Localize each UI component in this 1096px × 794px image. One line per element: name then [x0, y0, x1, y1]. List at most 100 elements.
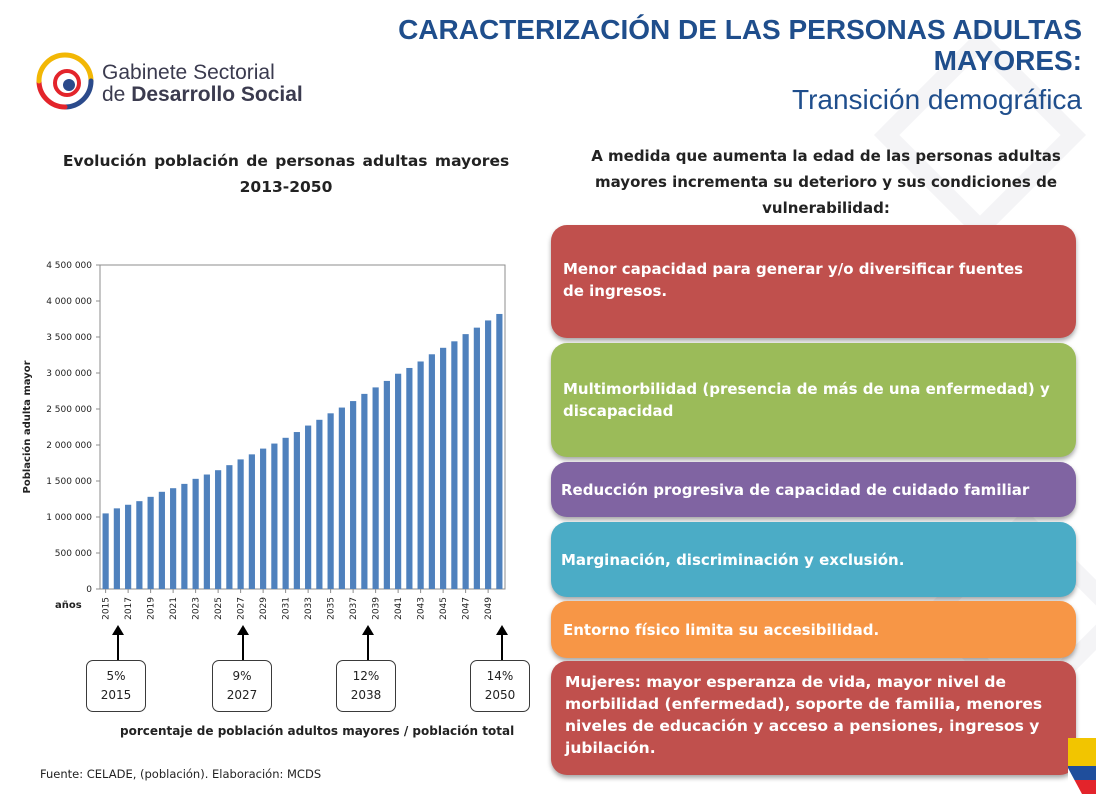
- band-income: Menor capacidad para generar y/o diversi…: [551, 225, 1076, 338]
- bar: [271, 443, 278, 589]
- x-tick-label: 2037: [349, 597, 359, 620]
- logo-text-line1: Gabinete Sectorial: [102, 61, 275, 84]
- bar: [316, 419, 323, 589]
- bar: [181, 483, 188, 589]
- bar: [158, 491, 165, 589]
- percent-value: 14%: [486, 669, 514, 683]
- ecuador-flag-icon: [1068, 738, 1096, 794]
- y-tick-label: 4 000 000: [46, 297, 92, 307]
- x-tick-label: 2041: [394, 597, 404, 620]
- bar: [473, 327, 480, 589]
- band-women: Mujeres: mayor esperanza de vida, mayor …: [551, 661, 1076, 775]
- bar: [293, 432, 300, 589]
- chart-title: Evolución población de personas adultas …: [62, 152, 510, 196]
- bar: [203, 474, 210, 589]
- bar: [451, 341, 458, 589]
- x-axis-label: años: [55, 600, 82, 611]
- y-tick-label: 3 500 000: [46, 333, 92, 343]
- y-axis-label: Población adulta mayor: [21, 360, 33, 493]
- y-tick-label: 500 000: [55, 549, 92, 559]
- arrow-up-icon: [237, 625, 249, 661]
- bar: [395, 373, 402, 589]
- bar: [147, 496, 154, 589]
- bar: [113, 508, 120, 589]
- x-tick-label: 2049: [484, 597, 494, 620]
- bar: [215, 470, 222, 589]
- page-subtitle: Transición demográfica: [792, 84, 1082, 115]
- bar: [428, 354, 435, 589]
- band-text: Menor capacidad para generar y/o diversi…: [563, 260, 1024, 300]
- bar: [237, 459, 244, 589]
- bar: [192, 478, 199, 589]
- percent-box-2027: 9% 2027: [212, 660, 272, 712]
- percent-year: 2015: [100, 688, 132, 702]
- bar: [372, 387, 379, 589]
- percent-box-2038: 12% 2038: [336, 660, 396, 712]
- logo-text-prefix: de: [102, 83, 132, 106]
- y-tick-label: 4 500 000: [46, 261, 92, 271]
- percent-box-2050: 14% 2050: [470, 660, 530, 712]
- y-tick-label: 3 000 000: [46, 369, 92, 379]
- x-tick-label: 2045: [439, 597, 449, 620]
- x-tick-label: 2047: [462, 597, 472, 620]
- bar: [496, 313, 503, 589]
- band-accessibility: Entorno físico limita su accesibilidad.: [551, 601, 1076, 658]
- x-tick-label: 2039: [372, 597, 382, 620]
- plot-area-border: [99, 264, 506, 590]
- source-note: Fuente: CELADE, (población). Elaboración…: [40, 767, 322, 781]
- intro-text: A medida que aumenta la edad de las pers…: [591, 147, 1061, 217]
- percent-year: 2050: [484, 688, 516, 702]
- x-tick-label: 2029: [259, 597, 269, 620]
- arrow-up-icon: [362, 625, 374, 661]
- bar: [462, 334, 469, 589]
- bar: [125, 504, 132, 589]
- x-tick-label: 2033: [304, 597, 314, 620]
- bar: [282, 437, 289, 589]
- x-tick-label: 2027: [237, 597, 247, 620]
- bar: [226, 465, 233, 589]
- y-tick-label: 0: [86, 585, 92, 595]
- bar: [305, 425, 312, 589]
- arrow-up-icon: [112, 625, 124, 661]
- percent-value: 5%: [106, 669, 126, 683]
- bar: [361, 393, 368, 589]
- x-tick-label: 2031: [282, 597, 292, 620]
- percent-year: 2027: [226, 688, 258, 702]
- page-title: CARACTERIZACIÓN DE LAS PERSONAS ADULTAS …: [398, 14, 1082, 76]
- bar: [260, 448, 267, 589]
- x-tick-label: 2025: [214, 597, 224, 620]
- bar: [350, 401, 357, 589]
- band-family-care: Reducción progresiva de capacidad de cui…: [551, 462, 1076, 517]
- band-text: Multimorbilidad (presencia de más de una…: [563, 380, 1050, 420]
- band-multimorbidity: Multimorbilidad (presencia de más de una…: [551, 343, 1076, 457]
- bar: [485, 320, 492, 589]
- bar: [406, 367, 413, 589]
- x-tick-label: 2015: [102, 597, 112, 620]
- x-tick-label: 2019: [147, 597, 157, 620]
- band-text: Mujeres: mayor esperanza de vida, mayor …: [565, 673, 1043, 757]
- band-text: Entorno físico limita su accesibilidad.: [563, 620, 880, 639]
- percent-value: 9%: [232, 669, 252, 683]
- percent-value: 12%: [352, 669, 380, 683]
- bar: [102, 513, 109, 589]
- logo-text-bold: Desarrollo Social: [131, 83, 303, 106]
- bar: [327, 413, 334, 589]
- percent-axis-label: porcentaje de población adultos mayores …: [120, 724, 515, 738]
- percent-year: 2038: [350, 688, 382, 702]
- x-tick-label: 2021: [169, 597, 179, 620]
- x-tick-label: 2023: [192, 597, 202, 620]
- x-tick-label: 2017: [124, 597, 134, 620]
- y-tick-label: 2 500 000: [46, 405, 92, 415]
- y-tick-label: 1 500 000: [46, 477, 92, 487]
- band-text: Reducción progresiva de capacidad de cui…: [561, 480, 1030, 499]
- bar: [248, 454, 255, 589]
- logo-text-line2: de Desarrollo Social: [102, 84, 303, 106]
- bar: [417, 361, 424, 589]
- bar: [338, 407, 345, 589]
- arrow-up-icon: [496, 625, 508, 661]
- y-tick-label: 1 000 000: [46, 513, 92, 523]
- x-tick-label: 2035: [327, 597, 337, 620]
- band-marginalization: Marginación, discriminación y exclusión.: [551, 522, 1076, 597]
- bar: [440, 347, 447, 589]
- percent-box-2015: 5% 2015: [86, 660, 146, 712]
